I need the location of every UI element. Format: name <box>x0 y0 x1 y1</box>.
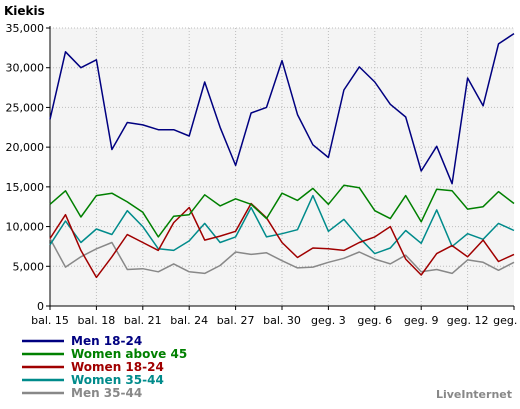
y-tick-label: 0 <box>37 300 44 313</box>
y-tick-label: 35,000 <box>6 22 45 35</box>
y-tick-label: 10,000 <box>6 221 45 234</box>
x-tick-label: bal. 18 <box>78 314 116 327</box>
legend-label: Women 18-24 <box>71 360 164 374</box>
x-tick-label: geg. 15 <box>493 314 520 327</box>
x-tick-label: bal. 30 <box>263 314 301 327</box>
x-tick-label: bal. 21 <box>124 314 162 327</box>
legend-label: Women above 45 <box>71 347 187 361</box>
brand-logo-text: LiveInternet <box>436 388 512 401</box>
x-tick-label: bal. 15 <box>31 314 69 327</box>
legend-label: Women 35-44 <box>71 373 164 387</box>
y-tick-label: 25,000 <box>6 101 45 114</box>
y-tick-label: 20,000 <box>6 141 45 154</box>
x-tick-label: bal. 24 <box>170 314 208 327</box>
x-tick-label: geg. 6 <box>357 314 392 327</box>
y-tick-label: 15,000 <box>6 181 45 194</box>
x-tick-label: bal. 27 <box>217 314 255 327</box>
legend-label: Men 35-44 <box>71 386 142 400</box>
x-tick-label: geg. 3 <box>311 314 346 327</box>
x-tick-label: geg. 12 <box>447 314 489 327</box>
y-tick-label: 30,000 <box>6 62 45 75</box>
y-tick-label: 5,000 <box>13 260 45 273</box>
legend-label: Men 18-24 <box>71 334 142 348</box>
chart-title: Kiekis <box>4 4 45 18</box>
x-tick-label: geg. 9 <box>404 314 439 327</box>
